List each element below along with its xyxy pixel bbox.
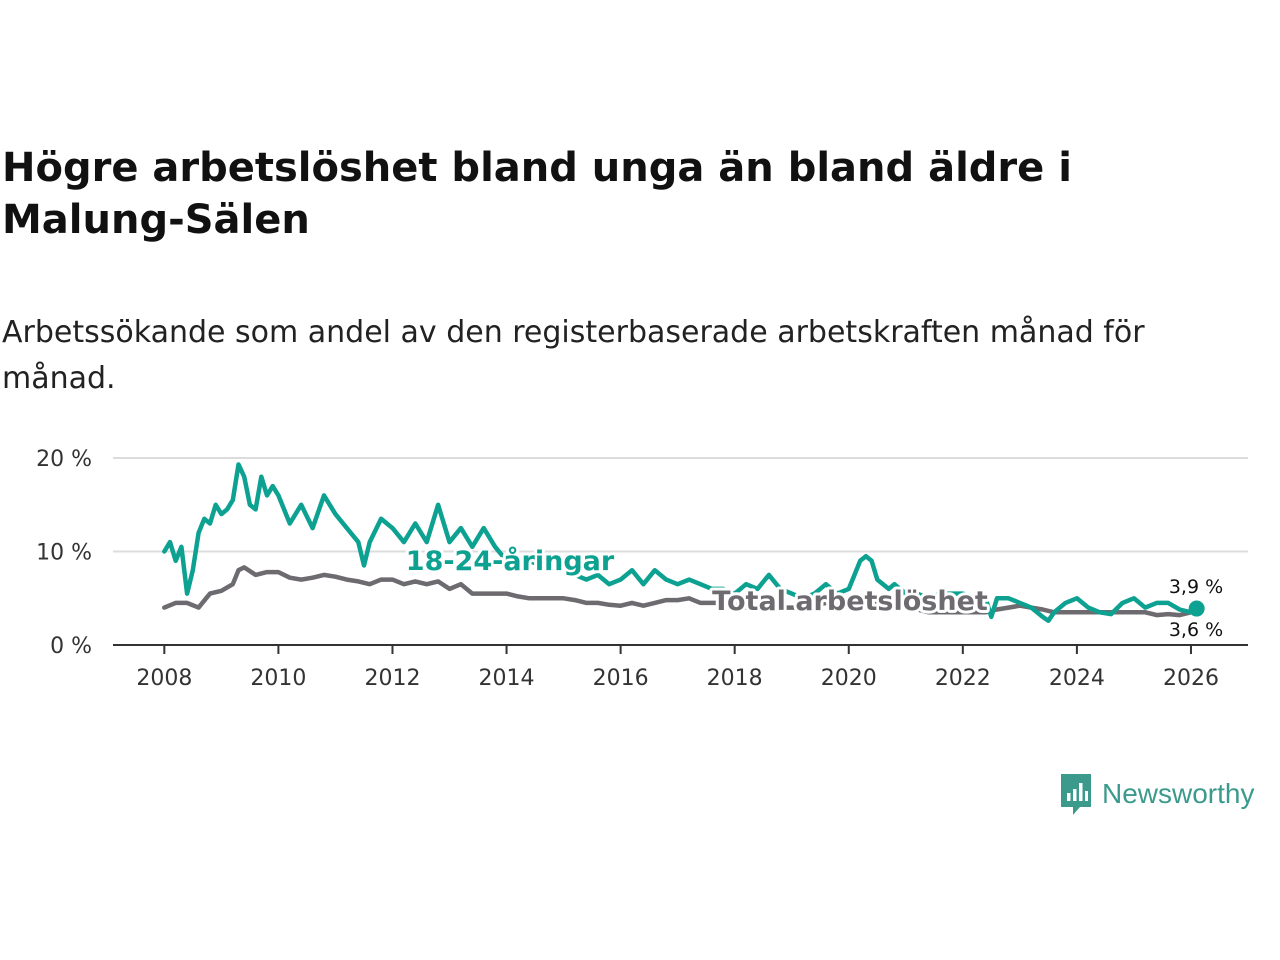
chart-title: Högre arbetslöshet bland unga än bland ä…: [2, 145, 1072, 243]
y-tick-label: 20 %: [36, 447, 92, 472]
newsworthy-logo: Newsworthy: [1058, 770, 1254, 818]
series-labels: 18-24-åringar Total arbetslöshet 3,9 % 3,6 …: [403, 542, 1226, 644]
x-tick-label: 2016: [593, 666, 649, 691]
end-value-label: 3,9 %: [1169, 576, 1223, 598]
newsworthy-chart-icon: [1061, 774, 1091, 815]
line-chart: 0 % 10 % 20 % 2008 2010 2012 2014 2016 2018 2020…: [36, 447, 1248, 691]
y-axis-ticks: 0 % 10 % 20 %: [36, 447, 92, 659]
series-line: [162, 462, 1199, 623]
y-tick-label: 10 %: [36, 541, 92, 566]
x-tick-label: 2012: [364, 666, 420, 691]
x-tick-label: 2014: [479, 666, 535, 691]
series-label: 18-24-åringar: [406, 545, 615, 577]
x-tick-label: 2018: [707, 666, 763, 691]
x-tick-label: 2022: [935, 666, 991, 691]
x-tick-label: 2008: [136, 666, 192, 691]
series-line: [162, 565, 1199, 618]
end-value-label: 3,6 %: [1169, 619, 1223, 641]
x-tick-label: 2010: [250, 666, 306, 691]
chart-subtitle: Arbetssökande som andel av den registerb…: [2, 315, 1145, 396]
series-lines: [162, 462, 1205, 623]
gridlines: [113, 457, 1248, 553]
x-axis-ticks: 2008 2010 2012 2014 2016 2018 2020 2022 2024 2026: [136, 645, 1219, 691]
series-label: Total arbetslöshet: [712, 586, 988, 617]
x-tick-label: 2024: [1049, 666, 1105, 691]
x-tick-label: 2026: [1163, 666, 1219, 691]
y-tick-label: 0 %: [50, 634, 92, 659]
brand-name: Newsworthy: [1102, 778, 1255, 809]
x-tick-label: 2020: [821, 666, 877, 691]
endpoint-marker: [1188, 600, 1205, 617]
